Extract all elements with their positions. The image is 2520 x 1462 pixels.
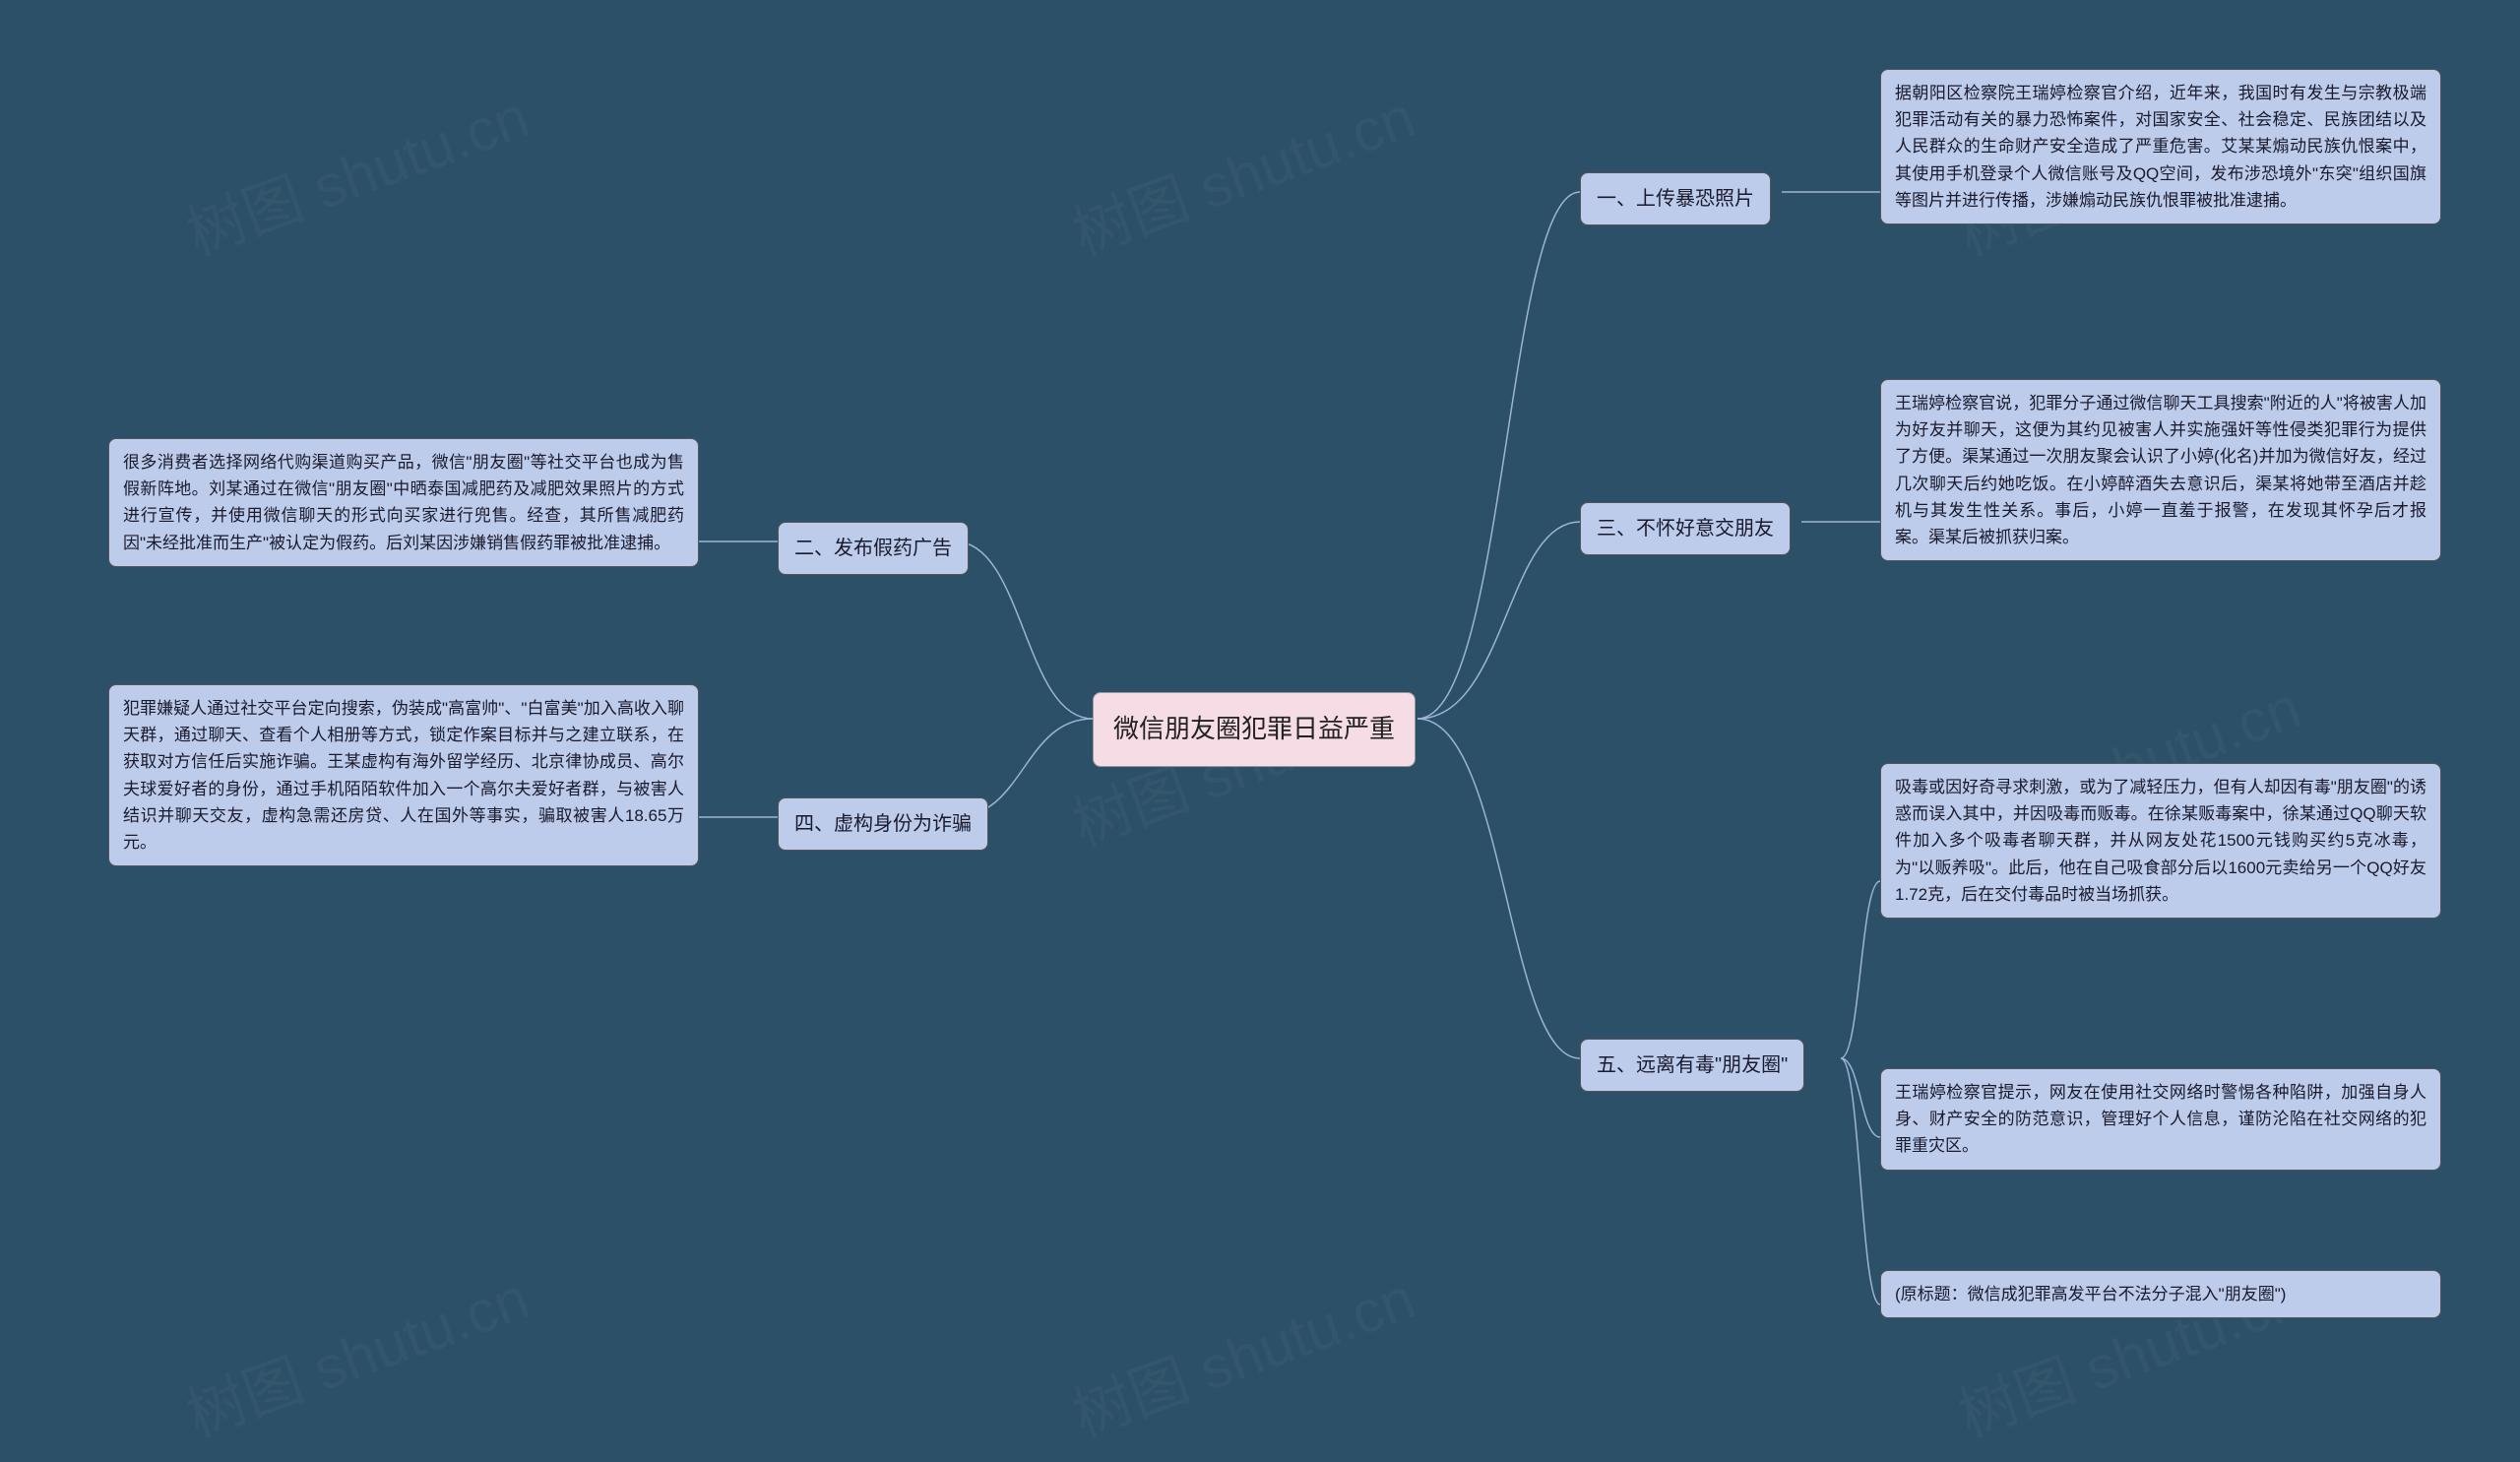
watermark: 树图 shutu.cn <box>1059 69 1424 272</box>
detail-toxic-friends-circle-1: 吸毒或因好奇寻求刺激，或为了减轻压力，但有人却因有毒"朋友圈"的诱惑而误入其中，… <box>1880 763 2441 919</box>
branch-fake-identity-fraud: 四、虚构身份为诈骗 <box>778 797 988 851</box>
detail-upload-terror-photos: 据朝阳区检察院王瑞婷检察官介绍，近年来，我国时有发生与宗教极端犯罪活动有关的暴力… <box>1880 69 2441 224</box>
detail-fake-medicine-ads: 很多消费者选择网络代购渠道购买产品，微信"朋友圈"等社交平台也成为售假新阵地。刘… <box>108 438 699 567</box>
branch-toxic-friends-circle: 五、远离有毒"朋友圈" <box>1580 1039 1804 1092</box>
detail-toxic-friends-circle-2: 王瑞婷检察官提示，网友在使用社交网络时警惕各种陷阱，加强自身人身、财产安全的防范… <box>1880 1068 2441 1171</box>
watermark: 树图 shutu.cn <box>173 69 538 272</box>
watermark: 树图 shutu.cn <box>173 1250 538 1453</box>
detail-malicious-friends: 王瑞婷检察官说，犯罪分子通过微信聊天工具搜索"附近的人"将被害人加为好友并聊天，… <box>1880 379 2441 561</box>
watermark: 树图 shutu.cn <box>1059 1250 1424 1453</box>
detail-fake-identity-fraud: 犯罪嫌疑人通过社交平台定向搜索，伪装成"高富帅"、"白富美"加入高收入聊天群，通… <box>108 684 699 866</box>
center-topic: 微信朋友圈犯罪日益严重 <box>1093 692 1416 767</box>
branch-upload-terror-photos: 一、上传暴恐照片 <box>1580 172 1771 225</box>
branch-fake-medicine-ads: 二、发布假药广告 <box>778 522 969 575</box>
branch-malicious-friends: 三、不怀好意交朋友 <box>1580 502 1791 555</box>
detail-toxic-friends-circle-3: (原标题：微信成犯罪高发平台不法分子混入"朋友圈") <box>1880 1270 2441 1318</box>
